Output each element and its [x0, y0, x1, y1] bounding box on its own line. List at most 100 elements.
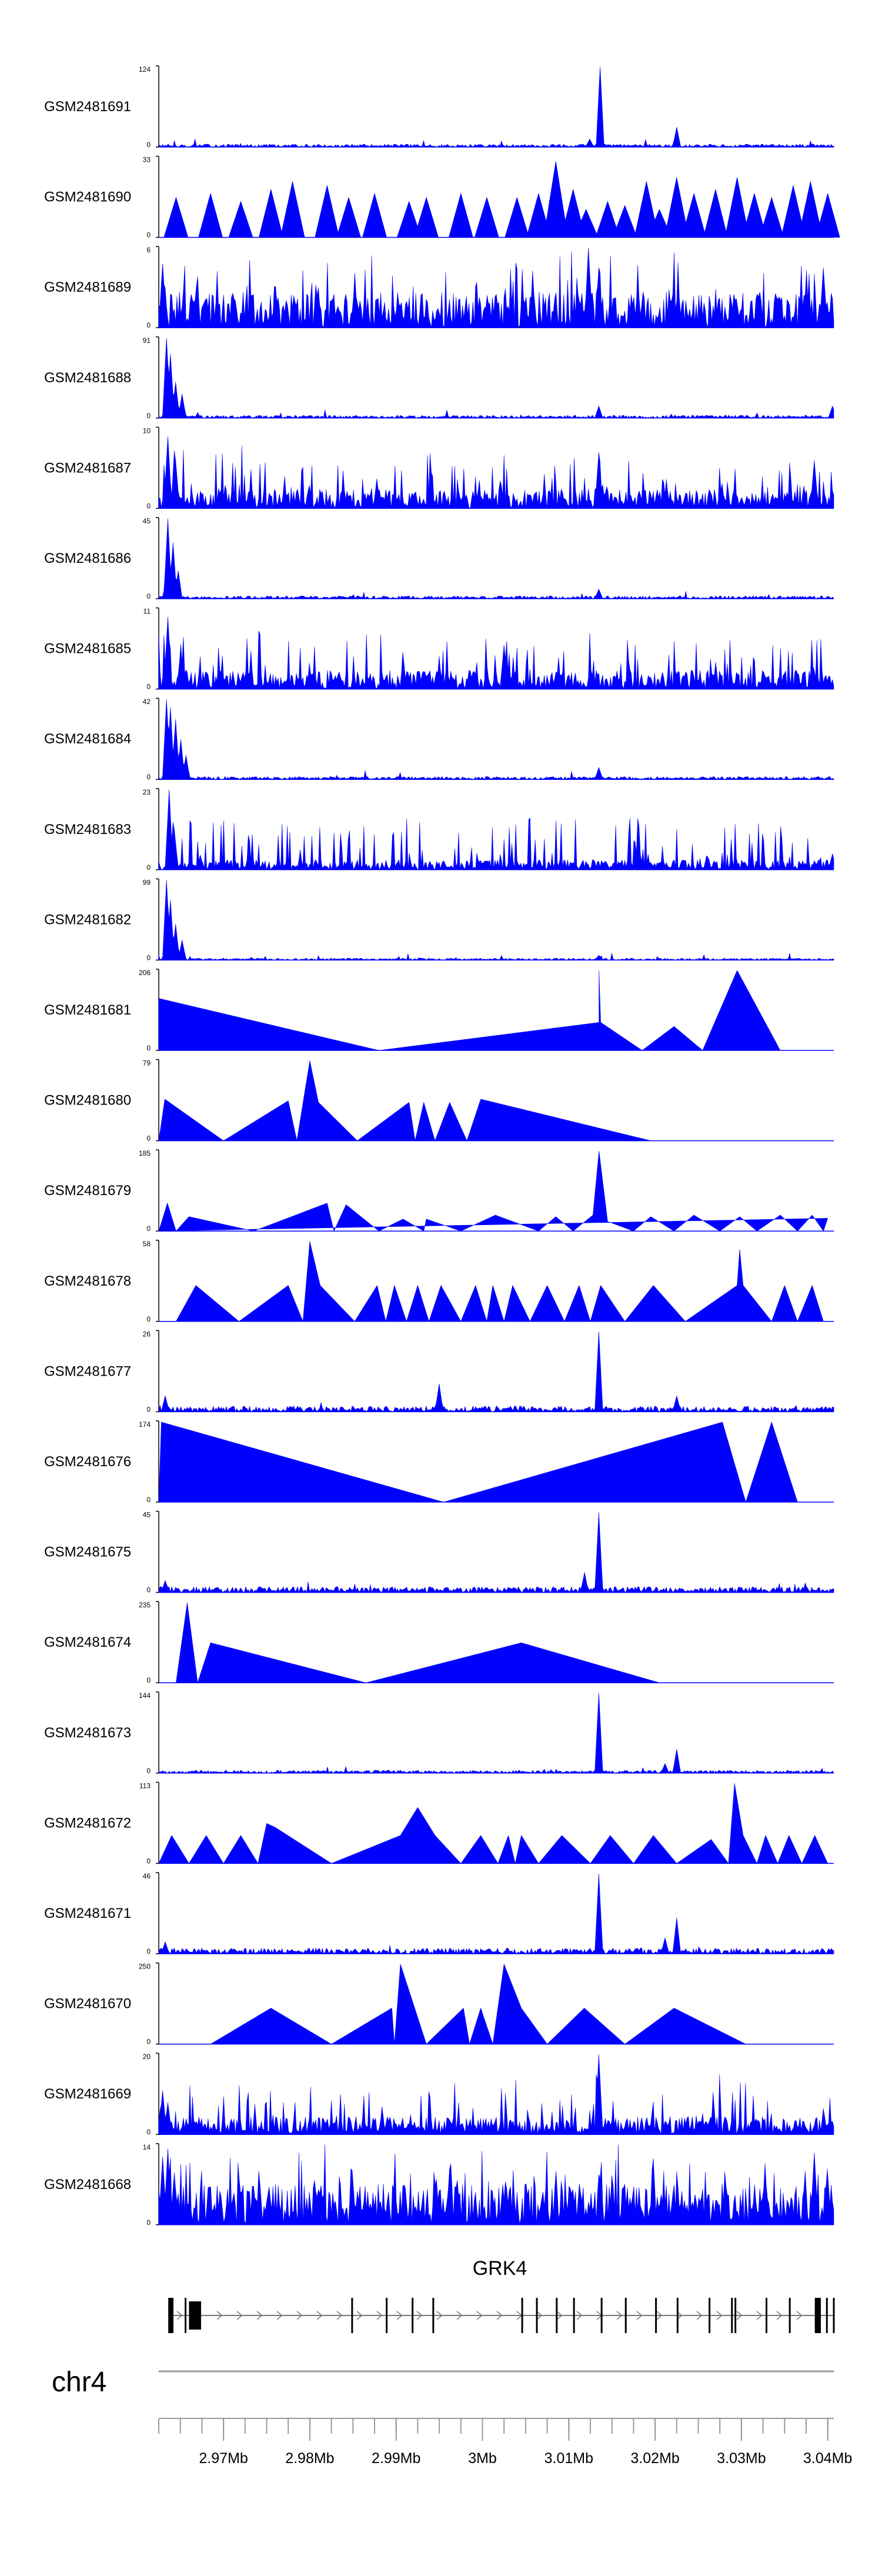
- gene-exon: [655, 2298, 657, 2333]
- strand-arrow-icon: [396, 2311, 403, 2320]
- gene-exon: [789, 2298, 791, 2333]
- track-ymin: 0: [146, 1586, 151, 1594]
- track-GSM2481684: GSM2481684 42 0: [44, 698, 834, 781]
- track-ymax: 174: [139, 1420, 151, 1429]
- track-GSM2481676: GSM2481676 174 0: [44, 1420, 834, 1504]
- track-label: GSM2481683: [44, 822, 131, 837]
- strand-arrow-icon: [276, 2311, 283, 2320]
- track-GSM2481675: GSM2481675 45 0: [44, 1511, 834, 1594]
- track-ymax: 10: [143, 426, 151, 435]
- coverage-area: [158, 699, 834, 780]
- track-ymax: 6: [146, 246, 151, 254]
- track-ymin: 0: [146, 1405, 151, 1413]
- strand-arrow-icon: [356, 2311, 363, 2320]
- track-ymin: 0: [146, 1676, 151, 1684]
- track-GSM2481674: GSM2481674 235 0: [44, 1601, 834, 1684]
- track-ymin: 0: [146, 592, 151, 600]
- track-label: GSM2481682: [44, 912, 131, 927]
- strand-arrow-icon: [736, 2311, 743, 2320]
- gene-exon: [709, 2298, 711, 2333]
- coverage-area: [158, 2054, 834, 2135]
- track-label: GSM2481688: [44, 370, 131, 386]
- strand-arrow-icon: [376, 2311, 383, 2320]
- coverage-area: [158, 1150, 828, 1232]
- gene-label: GRK4: [473, 2257, 527, 2280]
- coverage-area: [158, 436, 834, 509]
- track-ymin: 0: [146, 1315, 151, 1323]
- axis-tick-label: 3.03Mb: [717, 2450, 766, 2467]
- track-ymax: 235: [139, 1601, 151, 1609]
- coverage-area: [158, 161, 840, 238]
- track-ymin: 0: [146, 1857, 151, 1865]
- coverage-area: [158, 1783, 828, 1864]
- track-ymax: 26: [143, 1330, 151, 1338]
- coverage-area: [158, 970, 781, 1051]
- track-ymin: 0: [146, 141, 151, 149]
- strand-arrow-icon: [616, 2311, 623, 2320]
- track-ymax: 113: [139, 1781, 151, 1790]
- track-GSM2481687: GSM2481687 10 0: [44, 426, 834, 510]
- track-ymax: 11: [143, 608, 151, 616]
- track-ymax: 185: [139, 1149, 151, 1157]
- track-label: GSM2481679: [44, 1183, 131, 1199]
- track-label: GSM2481681: [44, 1002, 131, 1018]
- track-label: GSM2481687: [44, 460, 131, 476]
- strand-arrow-icon: [176, 2311, 183, 2320]
- coverage-area: [176, 1241, 824, 1322]
- track-GSM2481681: GSM2481681 206 0: [44, 969, 834, 1052]
- track-label: GSM2481668: [44, 2177, 131, 2193]
- track-label: GSM2481676: [44, 1454, 131, 1470]
- strand-arrow-icon: [336, 2311, 343, 2320]
- gene-track: GRK4: [168, 2257, 835, 2333]
- gene-exon: [386, 2298, 388, 2333]
- gene-exon: [573, 2298, 575, 2333]
- track-GSM2481680: GSM2481680 79 0: [44, 1059, 834, 1143]
- coverage-area: [158, 66, 834, 148]
- track-label: GSM2481680: [44, 1093, 131, 1109]
- track-ymin: 0: [146, 412, 151, 420]
- strand-arrow-icon: [556, 2311, 563, 2320]
- gene-exon: [168, 2298, 173, 2333]
- track-ymin: 0: [146, 321, 151, 329]
- track-GSM2481683: GSM2481683 23 0: [44, 788, 834, 872]
- track-ymax: 144: [139, 1691, 151, 1700]
- track-ymin: 0: [146, 1134, 151, 1143]
- gene-exon: [412, 2298, 414, 2333]
- track-ymax: 206: [139, 969, 151, 977]
- track-GSM2481671: GSM2481671 46 0: [44, 1872, 834, 1956]
- coverage-area: [158, 616, 834, 689]
- gene-exon: [600, 2298, 603, 2333]
- axis-tick-label: 2.98Mb: [285, 2450, 334, 2467]
- gene-exon: [826, 2298, 828, 2333]
- track-GSM2481670: GSM2481670 250 0: [44, 1963, 834, 2046]
- coverage-area: [158, 1693, 834, 1774]
- track-label: GSM2481685: [44, 641, 131, 657]
- track-label: GSM2481677: [44, 1363, 131, 1379]
- track-label: GSM2481689: [44, 279, 131, 295]
- track-ymin: 0: [146, 1224, 151, 1233]
- coverage-area: [158, 1873, 834, 1954]
- strand-arrow-icon: [636, 2311, 643, 2320]
- strand-arrow-icon: [576, 2311, 583, 2320]
- track-ymax: 42: [143, 698, 151, 706]
- coverage-area: [158, 1332, 834, 1412]
- strand-arrow-icon: [656, 2311, 663, 2320]
- strand-arrow-icon: [296, 2311, 303, 2320]
- track-GSM2481691: GSM2481691 124 0: [44, 65, 834, 149]
- gene-exon: [185, 2298, 187, 2333]
- strand-arrow-icon: [216, 2311, 223, 2320]
- coverage-area: [158, 1060, 652, 1141]
- track-GSM2481679: GSM2481679 185 0: [44, 1149, 834, 1233]
- track-ymin: 0: [146, 953, 151, 962]
- gene-exon: [833, 2298, 835, 2333]
- track-GSM2481668: GSM2481668 14 0: [44, 2143, 834, 2227]
- track-ymax: 14: [143, 2143, 151, 2151]
- strand-arrow-icon: [236, 2311, 243, 2320]
- track-ymin: 0: [146, 1044, 151, 1052]
- track-ymin: 0: [146, 2128, 151, 2136]
- track-ymax: 79: [143, 1059, 151, 1067]
- gene-exon: [432, 2298, 435, 2333]
- track-ymin: 0: [146, 773, 151, 781]
- track-GSM2481672: GSM2481672 113 0: [44, 1781, 834, 1865]
- chromosome-label: chr4: [52, 2367, 106, 2398]
